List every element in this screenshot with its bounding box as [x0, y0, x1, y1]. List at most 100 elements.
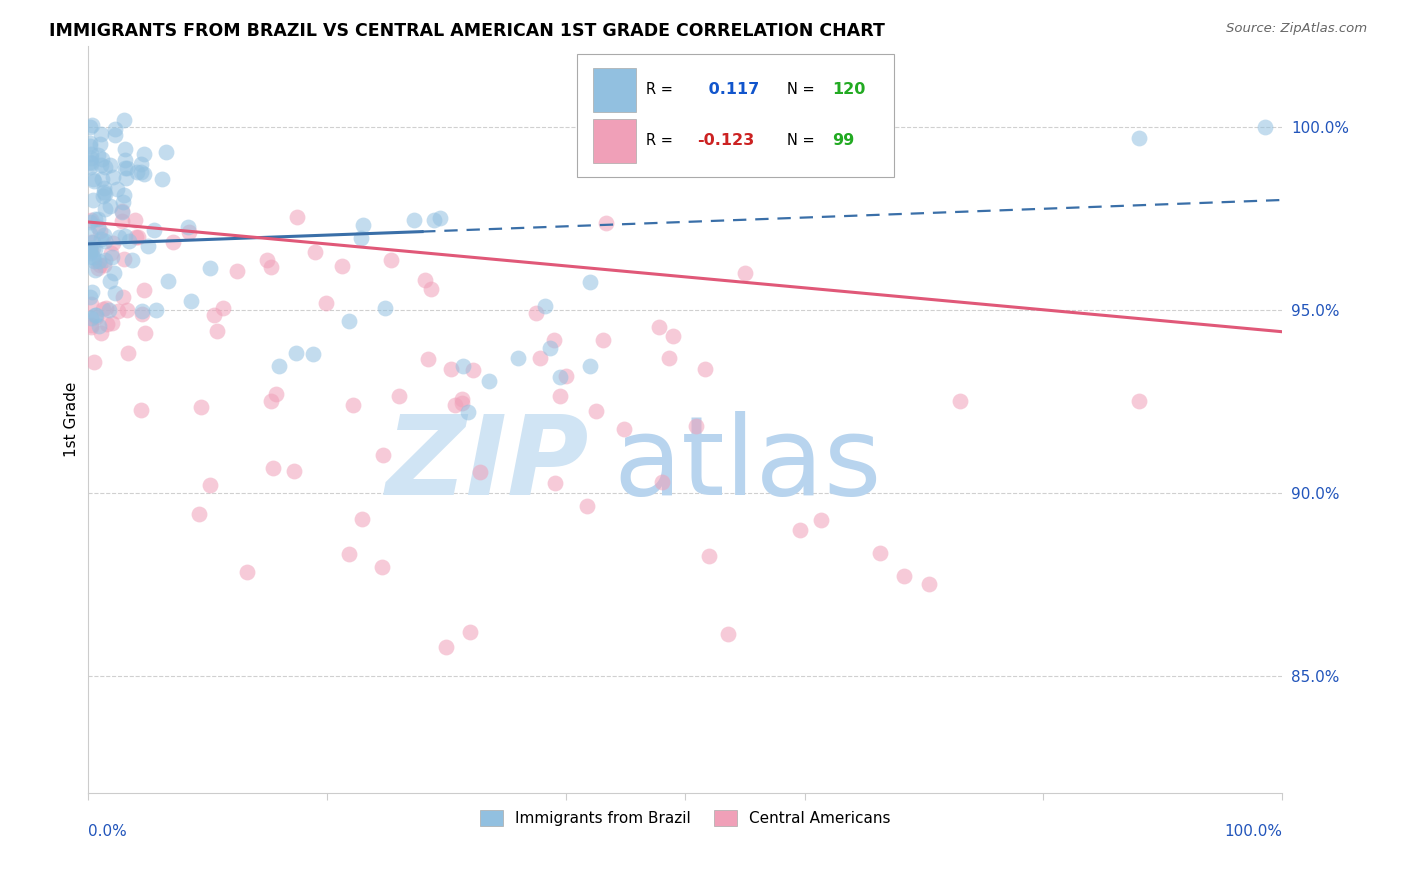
Point	[90, 158, 112, 172]
Point	[129, 402, 152, 417]
Point	[693, 362, 716, 376]
Point	[529, 351, 551, 365]
Text: 99: 99	[832, 133, 855, 148]
Point	[125, 164, 148, 178]
Point	[83, 354, 105, 368]
Point	[207, 324, 229, 338]
Point	[342, 398, 364, 412]
Point	[717, 627, 740, 641]
Point	[478, 374, 501, 388]
Point	[93, 302, 115, 317]
Point	[444, 398, 467, 412]
Point	[105, 182, 128, 196]
Point	[434, 640, 457, 654]
Point	[80, 235, 103, 250]
Point	[93, 253, 115, 268]
Point	[98, 158, 121, 172]
Text: Source: ZipAtlas.com: Source: ZipAtlas.com	[1226, 22, 1367, 36]
Point	[114, 142, 136, 156]
Point	[548, 389, 571, 403]
Point	[260, 393, 283, 408]
Point	[93, 181, 115, 195]
Text: IMMIGRANTS FROM BRAZIL VS CENTRAL AMERICAN 1ST GRADE CORRELATION CHART: IMMIGRANTS FROM BRAZIL VS CENTRAL AMERIC…	[49, 22, 886, 40]
Point	[457, 405, 479, 419]
Point	[127, 230, 149, 244]
Point	[129, 165, 152, 179]
Point	[463, 362, 485, 376]
Point	[262, 461, 284, 475]
Point	[98, 199, 121, 213]
Point	[1253, 120, 1275, 134]
Point	[136, 239, 159, 253]
Point	[121, 252, 143, 267]
Point	[87, 148, 110, 162]
Legend: Immigrants from Brazil, Central Americans: Immigrants from Brazil, Central American…	[479, 811, 890, 827]
Point	[87, 254, 110, 268]
Point	[87, 211, 110, 226]
Point	[125, 230, 148, 244]
Point	[155, 145, 177, 159]
Point	[98, 303, 121, 318]
Point	[256, 252, 278, 267]
Point	[100, 250, 122, 264]
Text: N =: N =	[786, 82, 814, 97]
Point	[131, 156, 153, 170]
Point	[264, 386, 287, 401]
Point	[79, 120, 101, 135]
Point	[388, 389, 411, 403]
Point	[613, 422, 636, 436]
Point	[143, 223, 166, 237]
Point	[84, 263, 107, 277]
Point	[508, 351, 530, 366]
Point	[93, 227, 115, 242]
Text: 100.0%: 100.0%	[1225, 824, 1282, 839]
Point	[104, 128, 127, 142]
Point	[374, 301, 396, 315]
Point	[80, 297, 103, 311]
Point	[422, 213, 444, 227]
Point	[94, 186, 117, 201]
Point	[302, 346, 325, 360]
Point	[810, 513, 832, 527]
Text: -0.123: -0.123	[697, 133, 754, 148]
Point	[80, 244, 103, 258]
Point	[84, 211, 107, 226]
Point	[538, 342, 561, 356]
Point	[98, 273, 121, 287]
Point	[544, 475, 567, 490]
Point	[101, 316, 124, 330]
Point	[352, 219, 374, 233]
Point	[429, 211, 451, 226]
Point	[107, 304, 129, 318]
Point	[592, 333, 614, 347]
Point	[595, 216, 617, 230]
Point	[111, 214, 134, 228]
Point	[131, 307, 153, 321]
Point	[548, 369, 571, 384]
Point	[80, 310, 103, 325]
Point	[84, 310, 107, 324]
FancyBboxPatch shape	[593, 68, 636, 112]
Point	[94, 202, 117, 217]
Point	[101, 169, 124, 184]
Point	[89, 224, 111, 238]
Point	[202, 308, 225, 322]
Text: 0.117: 0.117	[703, 82, 759, 97]
Point	[225, 264, 247, 278]
Point	[579, 275, 602, 289]
Point	[470, 465, 492, 479]
Point	[579, 359, 602, 373]
Point	[949, 394, 972, 409]
Point	[285, 345, 308, 359]
Point	[534, 299, 557, 313]
Point	[80, 151, 103, 165]
Point	[114, 161, 136, 175]
Point	[87, 220, 110, 235]
Point	[91, 189, 114, 203]
Point	[413, 273, 436, 287]
Point	[80, 156, 103, 170]
Point	[84, 308, 107, 322]
Point	[79, 241, 101, 255]
Point	[269, 359, 291, 373]
Point	[177, 225, 200, 239]
